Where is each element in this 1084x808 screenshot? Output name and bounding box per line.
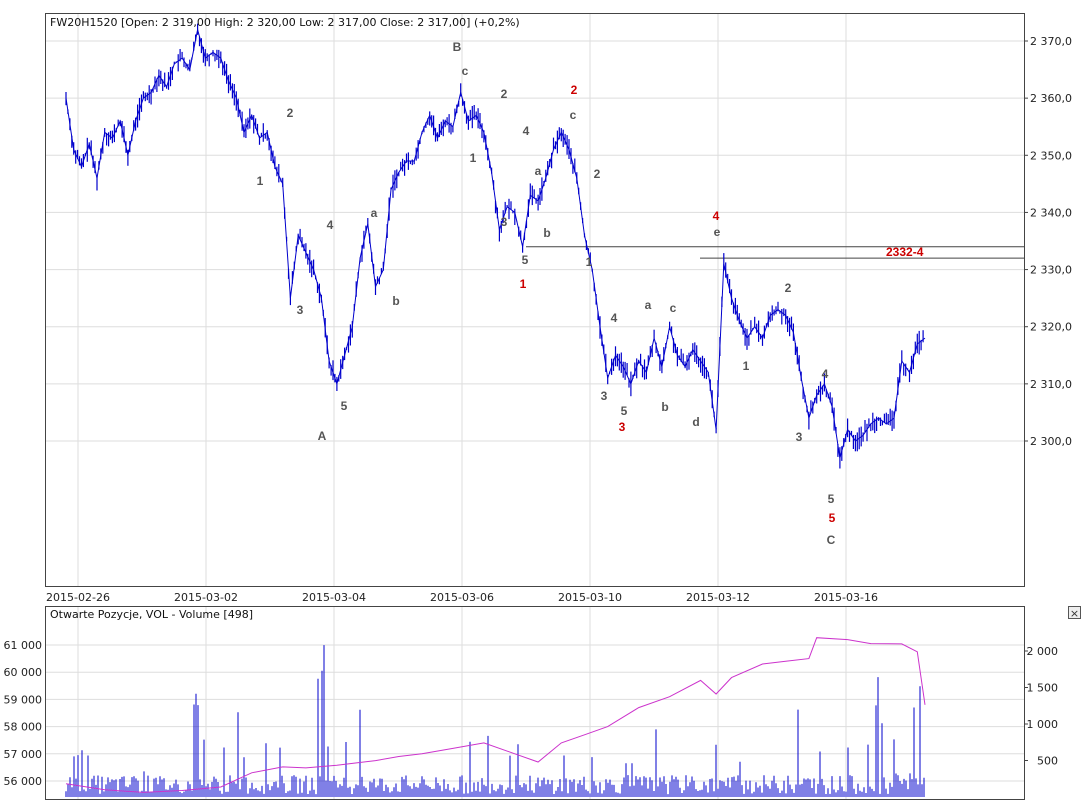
wave-label: 1: [586, 255, 593, 269]
wave-label: c: [670, 301, 677, 315]
wave-label: 3: [501, 215, 508, 229]
wave-label: 3: [796, 430, 803, 444]
y-tick-label: 2 320,0: [1030, 321, 1072, 334]
wave-label: 3: [619, 420, 626, 434]
wave-label: 4: [713, 209, 720, 223]
wave-label: 1: [743, 359, 750, 373]
wave-label: 2: [594, 167, 601, 181]
wave-label: a: [371, 206, 378, 220]
x-tick-label: 2015-03-12: [686, 591, 750, 604]
wave-label: 5: [828, 492, 835, 506]
price-y-axis: 2 370,0 2 360,0 2 350,0 2 340,0 2 330,0 2 320…: [1024, 35, 1072, 448]
x-tick-label: 2015-03-04: [302, 591, 366, 604]
wave-label: a: [645, 298, 652, 312]
x-tick-label: 2015-02-26: [46, 591, 110, 604]
price-series: [65, 23, 926, 469]
level-label: 2332-4: [886, 245, 924, 259]
open-interest-y-axis: 61 000 60 000 59 000 58 000 57 000 56 000: [4, 639, 43, 788]
wave-label: 3: [297, 303, 304, 317]
wave-label: 2: [287, 106, 294, 120]
oi-tick-label: 60 000: [4, 666, 43, 679]
y-tick-label: 2 370,0: [1030, 35, 1072, 48]
wave-label: 2: [501, 87, 508, 101]
support-levels: [526, 246, 1024, 259]
price-grid: [46, 14, 1024, 586]
wave-label: b: [661, 400, 668, 414]
price-panel-header: FW20H1520 [Open: 2 319,00 High: 2 320,00…: [50, 16, 520, 29]
oi-tick-label: 61 000: [4, 639, 43, 652]
wave-label: 5: [829, 511, 836, 525]
x-tick-label: 2015-03-10: [558, 591, 622, 604]
x-tick-label: 2015-03-16: [814, 591, 878, 604]
wave-label: 5: [522, 253, 529, 267]
oi-tick-label: 57 000: [4, 748, 43, 761]
wave-label: 5: [341, 399, 348, 413]
vol-tick-label: 1 000: [1027, 718, 1059, 731]
wave-label: c: [570, 108, 577, 122]
y-tick-label: 2 340,0: [1030, 206, 1072, 219]
wave-label: 4: [523, 124, 530, 138]
wave-label: 1: [470, 151, 477, 165]
x-tick-label: 2015-03-06: [430, 591, 494, 604]
wave-label: 2: [571, 83, 578, 97]
oi-tick-label: 56 000: [4, 775, 43, 788]
volume-panel-header: Otwarte Pozycje, VOL - Volume [498]: [50, 608, 253, 621]
wave-label: 3: [601, 389, 608, 403]
wave-label: a: [535, 164, 542, 178]
wave-label: c: [462, 64, 469, 78]
price-panel-frame: [45, 13, 1025, 587]
y-tick-label: 2 350,0: [1030, 149, 1072, 162]
oi-tick-label: 58 000: [4, 721, 43, 734]
wave-label: 5: [621, 404, 628, 418]
wave-label: d: [692, 415, 699, 429]
vol-tick-label: 2 000: [1027, 645, 1059, 658]
y-tick-label: 2 330,0: [1030, 264, 1072, 277]
wave-label: 1: [257, 174, 264, 188]
wave-label: 2: [785, 281, 792, 295]
wave-label: 4: [327, 218, 334, 232]
wave-label: B: [453, 40, 462, 54]
volume-panel-frame: [45, 606, 1025, 800]
open-interest-polyline: [65, 637, 926, 793]
x-tick-label: 2015-03-02: [174, 591, 238, 604]
wave-label: C: [827, 533, 836, 547]
date-x-axis: 2015-02-26 2015-03-02 2015-03-04 2015-03-06…: [46, 591, 878, 604]
y-tick-label: 2 360,0: [1030, 92, 1072, 105]
price-line: [65, 29, 926, 459]
wave-label: b: [543, 226, 550, 240]
vol-tick-label: 500: [1037, 755, 1058, 768]
y-tick-label: 2 300,0: [1030, 435, 1072, 448]
close-x-icon[interactable]: ×: [1068, 606, 1081, 620]
open-interest-line: [65, 637, 926, 793]
vol-tick-label: 1 500: [1027, 682, 1059, 695]
volume-bars: [65, 645, 925, 797]
wave-label: 4: [822, 367, 829, 381]
wave-label: b: [392, 294, 399, 308]
wave-label: A: [318, 429, 327, 443]
y-tick-label: 2 310,0: [1030, 378, 1072, 391]
volume-grid: [46, 607, 1024, 799]
wave-label: 4: [611, 311, 618, 325]
volume-y-axis: 2 000 1 500 1 000 500: [1024, 645, 1058, 768]
wave-label: e: [714, 225, 721, 239]
wave-label: 1: [520, 277, 527, 291]
oi-tick-label: 59 000: [4, 693, 43, 706]
